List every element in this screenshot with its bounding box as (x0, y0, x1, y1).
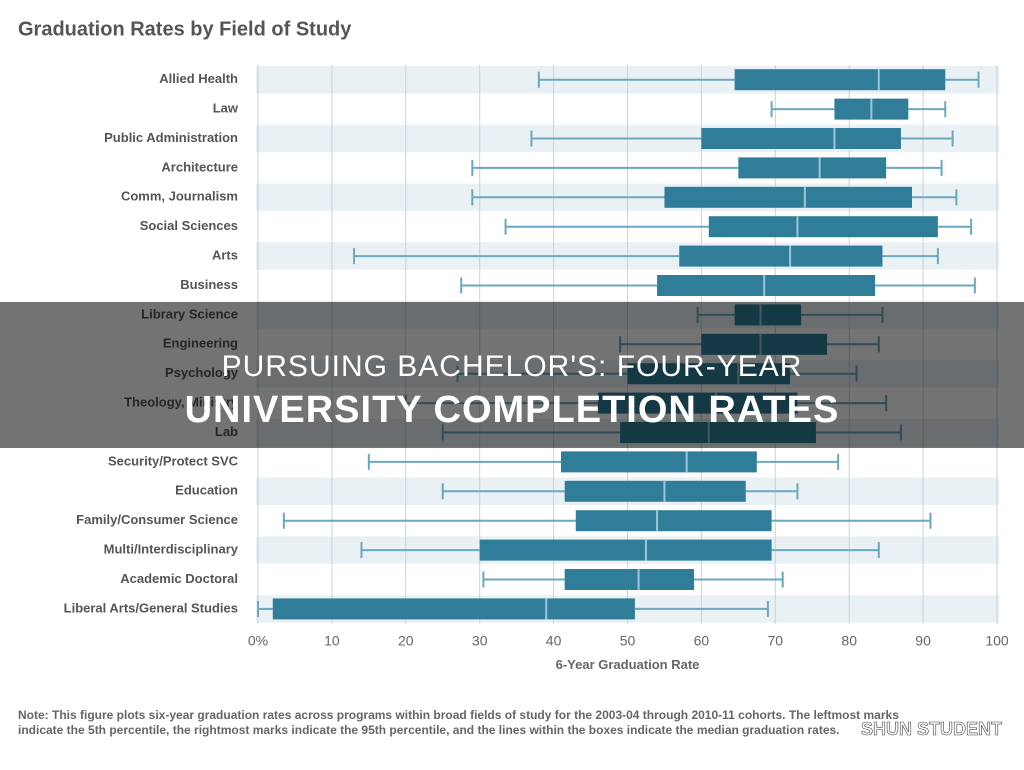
category-label: Liberal Arts/General Studies (64, 600, 238, 615)
category-label: Multi/Interdisciplinary (104, 542, 239, 557)
category-label: Allied Health (159, 71, 238, 86)
x-axis-label: 6-Year Graduation Rate (556, 657, 700, 672)
category-label: Business (180, 277, 238, 292)
box (575, 510, 772, 532)
category-label: Family/Consumer Science (76, 512, 238, 527)
x-tick-label: 30 (472, 632, 488, 648)
box (701, 128, 901, 149)
x-tick-label: 20 (398, 632, 414, 648)
category-label: Education (175, 483, 238, 498)
banner-title: PURSUING BACHELOR'S: FOUR-YEAR (222, 350, 803, 383)
category-label: Comm, Journalism (121, 189, 238, 204)
category-label: Arts (212, 248, 238, 263)
chart-title: Graduation Rates by Field of Study (18, 18, 352, 40)
box (738, 157, 887, 179)
banner (0, 302, 1024, 448)
x-tick-label: 60 (694, 632, 710, 648)
box (679, 245, 883, 267)
banner-title: UNIVERSITY COMPLETION RATES (185, 389, 840, 431)
x-tick-label: 70 (768, 632, 784, 648)
box (708, 216, 938, 238)
box (272, 598, 635, 620)
category-label: Academic Doctoral (120, 571, 238, 586)
box (734, 69, 946, 91)
box (564, 480, 746, 502)
box (664, 186, 913, 208)
x-tick-label: 90 (915, 632, 931, 648)
box (560, 451, 757, 473)
x-tick-label: 0% (248, 632, 268, 648)
x-tick-label: 40 (546, 632, 562, 648)
box (657, 275, 876, 296)
category-label: Architecture (161, 159, 238, 174)
category-label: Public Administration (104, 130, 238, 145)
category-label: Law (213, 101, 239, 116)
category-label: Social Sciences (140, 218, 238, 233)
category-label: Security/Protect SVC (108, 453, 239, 468)
x-tick-label: 10 (324, 632, 340, 648)
note: Note: This figure plots six-year graduat… (18, 708, 899, 737)
box (564, 569, 695, 590)
watermark: SHUN STUDENT (861, 719, 1002, 739)
box (479, 539, 772, 561)
x-tick-label: 80 (841, 632, 857, 648)
x-tick-label: 100 (985, 632, 1009, 648)
x-tick-label: 50 (620, 632, 636, 648)
